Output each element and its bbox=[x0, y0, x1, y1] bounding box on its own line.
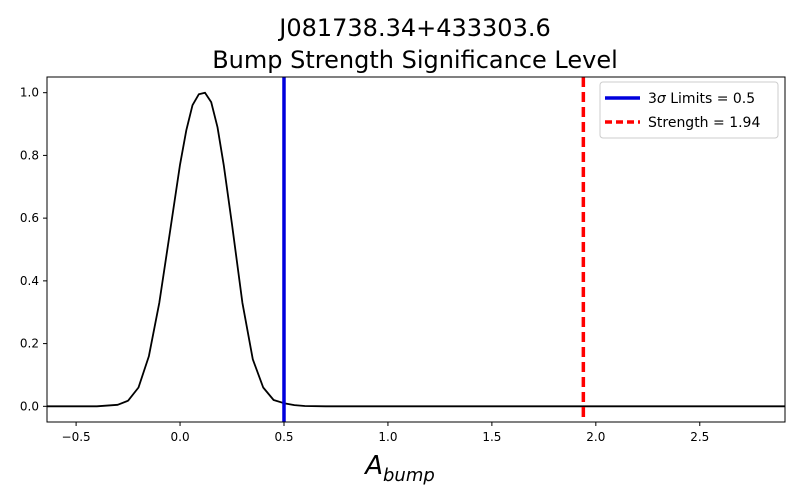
y-tick-label: 0.8 bbox=[20, 148, 39, 162]
x-tick-label: 1.5 bbox=[482, 430, 501, 444]
x-tick-label: 0.0 bbox=[171, 430, 190, 444]
y-tick-label: 0.2 bbox=[20, 337, 39, 351]
y-tick-label: 0.4 bbox=[20, 274, 39, 288]
plot-area bbox=[47, 77, 785, 422]
x-axis-label: Abump bbox=[363, 451, 435, 486]
legend: 3σ Limits = 0.5 Strength = 1.94 bbox=[599, 81, 779, 139]
legend-label-limits-rest: Limits = 0.5 bbox=[666, 91, 755, 107]
y-tick-label: 1.0 bbox=[20, 86, 39, 100]
chart-title-line2: Bump Strength Significance Level bbox=[212, 46, 618, 74]
series-line-0 bbox=[47, 91, 785, 408]
x-tick-label: −0.5 bbox=[62, 430, 91, 444]
x-tick-label: 2.0 bbox=[586, 430, 605, 444]
x-tick-label: 1.0 bbox=[378, 430, 397, 444]
y-tick-label: 0.0 bbox=[20, 399, 39, 413]
x-tick-label: 0.5 bbox=[274, 430, 293, 444]
legend-label-strength: Strength = 1.94 bbox=[648, 115, 760, 131]
legend-label-limits: 3σ Limits = 0.5 bbox=[648, 91, 755, 107]
x-tick-label: 2.5 bbox=[690, 430, 709, 444]
legend-label-limits-sigma: σ bbox=[657, 91, 667, 107]
legend-label-limits-prefix: 3 bbox=[648, 91, 657, 107]
x-axis-label-sub: bump bbox=[383, 465, 435, 486]
legend-box bbox=[599, 81, 779, 139]
y-tick-label: 0.6 bbox=[20, 211, 39, 225]
x-axis-label-base: A bbox=[363, 451, 383, 481]
axes-frame bbox=[46, 76, 786, 423]
chart-title-line1: J081738.34+433303.6 bbox=[277, 14, 551, 42]
axes: −0.5 0.0 0.5 1.0 1.5 2.0 2.5 0.0 0.2 0.4 0.6 0.8 1.0 bbox=[20, 76, 786, 444]
